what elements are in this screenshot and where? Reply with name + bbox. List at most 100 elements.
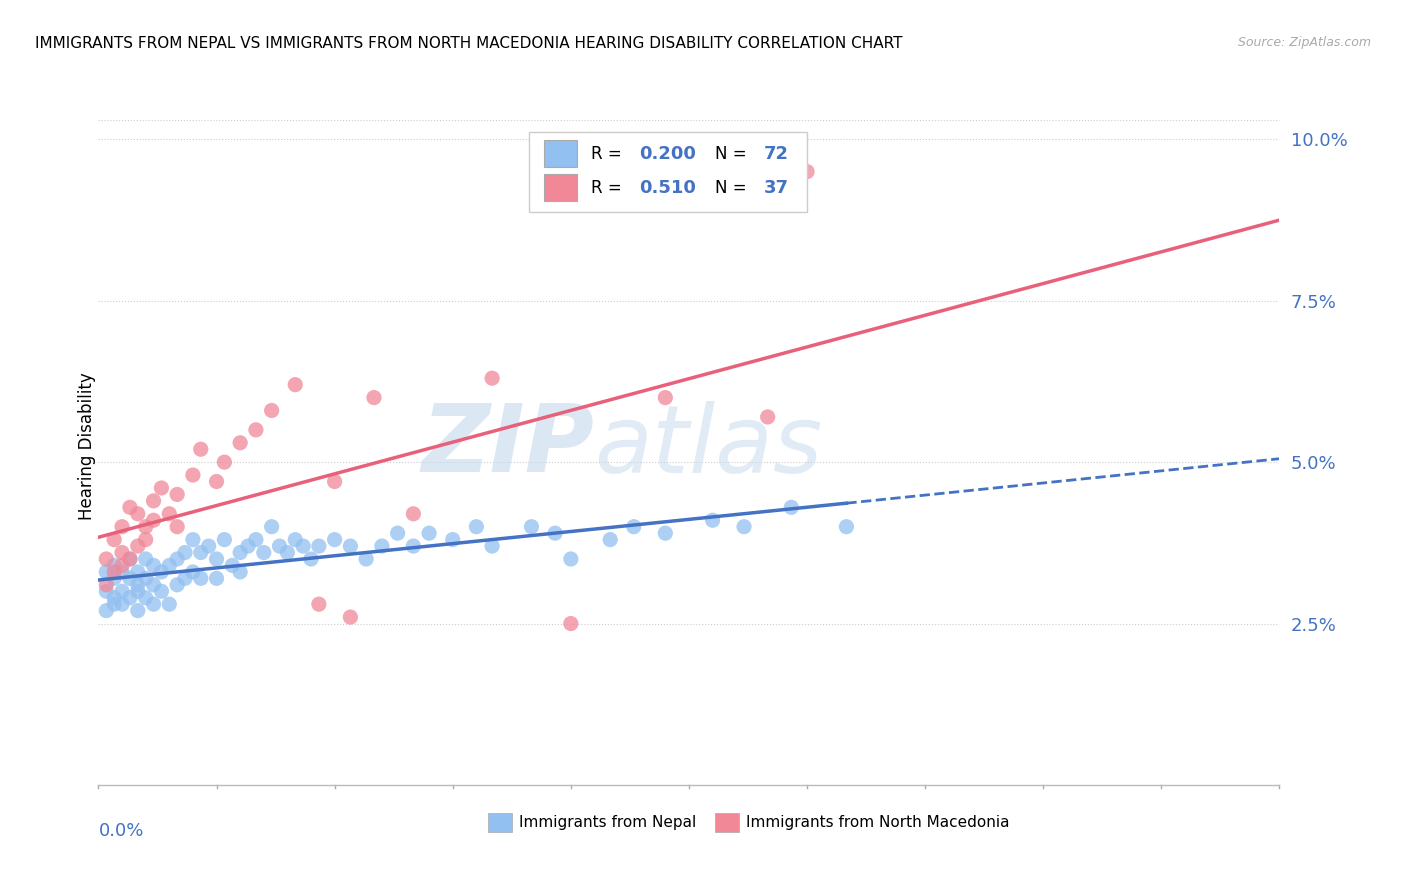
Point	[481, 371, 503, 385]
Point	[780, 500, 803, 515]
Point	[623, 519, 645, 533]
Point	[127, 565, 149, 579]
FancyBboxPatch shape	[530, 132, 807, 212]
Point	[269, 539, 291, 553]
Point	[299, 552, 322, 566]
Point	[756, 409, 779, 424]
Point	[260, 403, 283, 417]
Point	[308, 597, 330, 611]
Point	[229, 545, 252, 559]
Point	[118, 571, 141, 585]
Point	[418, 526, 440, 541]
Point	[654, 391, 676, 405]
Point	[284, 377, 307, 392]
Point	[157, 507, 180, 521]
Point	[308, 539, 330, 553]
Point	[142, 513, 165, 527]
Point	[229, 565, 252, 579]
Point	[236, 539, 259, 553]
Point	[118, 552, 141, 566]
Point	[118, 591, 141, 605]
Point	[796, 164, 818, 178]
Text: 0.200: 0.200	[640, 145, 696, 163]
FancyBboxPatch shape	[544, 140, 576, 168]
FancyBboxPatch shape	[488, 814, 512, 832]
Point	[127, 539, 149, 553]
Point	[245, 423, 267, 437]
Text: R =: R =	[591, 178, 627, 197]
Point	[157, 558, 180, 573]
Point	[96, 604, 118, 618]
Point	[702, 513, 724, 527]
Text: Immigrants from North Macedonia: Immigrants from North Macedonia	[745, 815, 1010, 830]
Text: Source: ZipAtlas.com: Source: ZipAtlas.com	[1237, 36, 1371, 49]
Point	[118, 500, 141, 515]
Point	[96, 578, 118, 592]
Text: N =: N =	[714, 178, 752, 197]
Text: ZIP: ZIP	[422, 400, 595, 492]
Point	[835, 519, 858, 533]
Text: 72: 72	[763, 145, 789, 163]
Point	[205, 552, 228, 566]
Point	[190, 571, 212, 585]
Point	[284, 533, 307, 547]
Point	[142, 597, 165, 611]
Point	[599, 533, 621, 547]
Point	[654, 526, 676, 541]
Point	[481, 539, 503, 553]
Point	[127, 578, 149, 592]
Point	[190, 545, 212, 559]
Point	[229, 435, 252, 450]
Point	[135, 519, 157, 533]
Point	[363, 391, 385, 405]
Point	[205, 571, 228, 585]
Point	[111, 519, 134, 533]
Point	[560, 616, 582, 631]
Point	[150, 565, 173, 579]
Point	[560, 552, 582, 566]
Point	[103, 591, 125, 605]
Point	[103, 571, 125, 585]
Point	[253, 545, 276, 559]
Point	[135, 571, 157, 585]
Point	[354, 552, 377, 566]
Point	[166, 552, 188, 566]
Point	[205, 475, 228, 489]
Point	[323, 475, 346, 489]
Point	[135, 552, 157, 566]
Point	[387, 526, 409, 541]
Point	[181, 468, 204, 483]
Point	[190, 442, 212, 457]
Point	[181, 565, 204, 579]
Point	[111, 545, 134, 559]
Point	[150, 481, 173, 495]
Point	[111, 597, 134, 611]
Point	[111, 584, 134, 599]
Point	[339, 539, 361, 553]
Point	[127, 507, 149, 521]
Point	[214, 455, 236, 469]
FancyBboxPatch shape	[544, 174, 576, 202]
Point	[402, 539, 425, 553]
Point	[142, 578, 165, 592]
Text: IMMIGRANTS FROM NEPAL VS IMMIGRANTS FROM NORTH MACEDONIA HEARING DISABILITY CORR: IMMIGRANTS FROM NEPAL VS IMMIGRANTS FROM…	[35, 36, 903, 51]
Point	[166, 487, 188, 501]
Point	[150, 584, 173, 599]
Text: 0.0%: 0.0%	[98, 822, 143, 840]
Text: R =: R =	[591, 145, 627, 163]
Point	[174, 545, 197, 559]
Point	[181, 533, 204, 547]
Point	[544, 526, 567, 541]
Point	[174, 571, 197, 585]
Point	[103, 565, 125, 579]
Point	[103, 597, 125, 611]
Point	[96, 552, 118, 566]
Point	[323, 533, 346, 547]
Point	[157, 597, 180, 611]
Point	[221, 558, 243, 573]
Point	[142, 494, 165, 508]
Point	[103, 533, 125, 547]
Point	[465, 519, 488, 533]
Point	[118, 552, 141, 566]
Point	[135, 533, 157, 547]
